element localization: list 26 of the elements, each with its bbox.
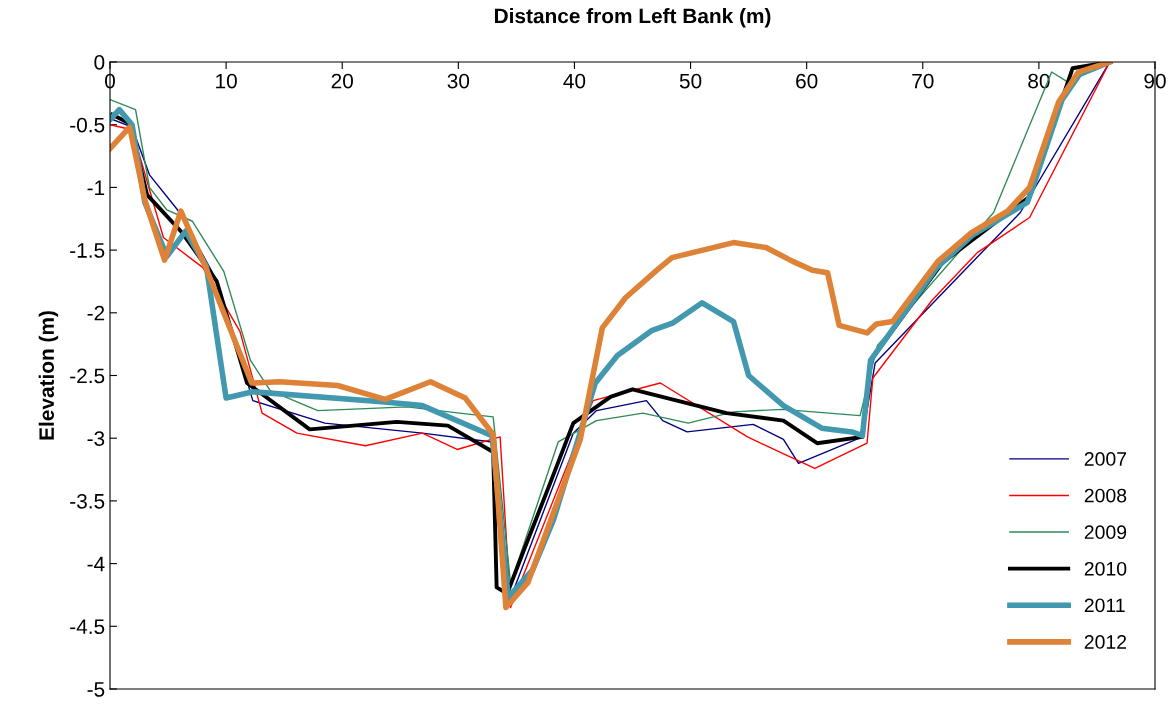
y-tick-label: -4: [87, 556, 105, 572]
y-tick-label: -3: [87, 431, 105, 446]
x-tick-label: 20: [331, 73, 353, 89]
legend-label: 2010: [1084, 561, 1127, 576]
x-tick-label: 40: [563, 73, 586, 89]
legend-label: 2011: [1084, 598, 1125, 613]
x-tick-label: 30: [447, 73, 470, 89]
y-axis-title: Elevation (m): [38, 311, 59, 440]
y-tick-label: -2: [87, 305, 105, 321]
legend-label: 2007: [1084, 452, 1127, 466]
legend-label: 2008: [1084, 488, 1127, 503]
x-tick-label: 50: [679, 73, 702, 89]
y-tick-label: -0.5: [70, 117, 105, 133]
legend-label: 2009: [1084, 525, 1127, 540]
x-tick-label: 60: [796, 73, 818, 89]
y-tick-label: -4.5: [70, 619, 105, 635]
legend-label: 2012: [1084, 635, 1127, 649]
y-tick-label: -3.5: [70, 493, 105, 509]
y-tick-label: 0: [94, 55, 105, 70]
y-tick-label: -5: [87, 682, 105, 697]
x-tick-label: 10: [216, 73, 237, 89]
x-axis-title: Distance from Left Bank (m): [494, 8, 771, 28]
y-tick-label: -1.5: [70, 243, 105, 258]
y-tick-label: -1: [87, 180, 105, 195]
x-tick-label: 70: [912, 73, 934, 89]
y-tick-label: -2.5: [70, 368, 105, 384]
